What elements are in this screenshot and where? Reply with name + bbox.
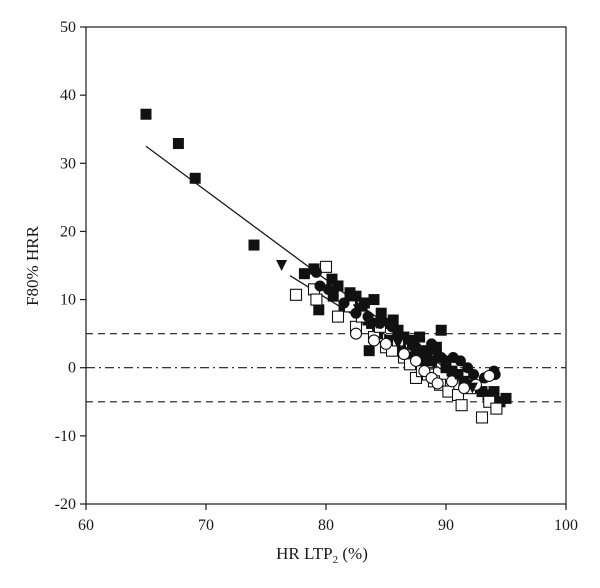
x-tick-label: 60	[78, 517, 94, 534]
data-point-open-square	[455, 399, 468, 412]
y-tick-label: 0	[68, 360, 76, 377]
data-point-filled-circle	[386, 321, 398, 333]
data-point-filled-circle	[314, 280, 326, 292]
data-point-filled-square	[494, 396, 506, 408]
y-tick-label: -20	[55, 496, 76, 513]
data-point-filled-circle	[310, 266, 322, 278]
data-point-filled-circle	[410, 341, 422, 353]
x-axis: 60 70 80 90 100	[78, 504, 578, 534]
x-axis-title-unit: (%)	[338, 544, 368, 563]
data-point-filled-square	[189, 172, 201, 184]
data-point-open-circle	[445, 375, 459, 388]
data-point-filled-square	[392, 324, 404, 336]
data-point-filled-triangle	[326, 290, 338, 302]
data-point-filled-square	[394, 341, 406, 353]
data-point-filled-square	[476, 386, 488, 398]
data-point-filled-square	[140, 108, 152, 120]
data-point-open-circle	[409, 354, 423, 367]
x-tick-label: 80	[318, 517, 334, 534]
y-tick-label: -10	[55, 428, 76, 445]
data-point-filled-square	[326, 273, 338, 285]
y-tick-label: 10	[60, 292, 76, 309]
data-point-open-circle	[483, 369, 496, 382]
data-point-filled-square	[414, 331, 426, 343]
data-point-filled-square	[332, 280, 344, 292]
x-axis-title: HR LTP2 (%)	[276, 544, 368, 566]
data-point-filled-square	[435, 324, 447, 336]
data-point-filled-square	[440, 362, 452, 374]
data-point-filled-triangle	[370, 317, 382, 329]
x-axis-title-subscript: 2	[333, 554, 339, 566]
data-point-filled-square	[172, 138, 184, 150]
data-point-open-square	[490, 402, 503, 415]
data-point-open-square	[289, 288, 303, 301]
data-point-open-square	[319, 260, 333, 273]
data-point-open-circle	[397, 348, 411, 361]
data-point-filled-circle	[468, 369, 480, 381]
y-axis-title: F80% HRR	[23, 225, 42, 305]
y-tick-label: 30	[60, 155, 76, 172]
data-point-filled-square	[458, 375, 470, 387]
data-point-open-circle	[431, 377, 444, 390]
x-tick-label: 100	[554, 517, 578, 534]
data-point-open-square	[331, 310, 345, 323]
data-point-filled-square	[482, 389, 494, 401]
x-tick-label: 70	[198, 517, 214, 534]
y-tick-label: 20	[60, 223, 76, 240]
data-point-filled-square	[366, 317, 378, 329]
data-point-open-circle	[367, 334, 381, 347]
data-points	[140, 108, 512, 424]
data-point-filled-square	[488, 386, 500, 398]
data-point-filled-square	[410, 348, 422, 360]
data-point-open-circle	[457, 382, 471, 395]
data-point-filled-square	[368, 294, 380, 306]
data-point-filled-triangle	[466, 382, 478, 394]
data-point-filled-circle	[454, 355, 466, 367]
y-axis: -20 -10 0 10 20 30 40 50	[55, 19, 86, 513]
data-point-filled-triangle	[450, 369, 462, 381]
data-point-filled-triangle	[352, 304, 364, 316]
data-point-filled-triangle	[392, 338, 404, 350]
data-point-filled-square	[500, 392, 512, 404]
data-point-filled-square	[248, 239, 260, 251]
data-point-filled-square	[350, 290, 362, 302]
data-point-filled-triangle	[422, 351, 434, 363]
data-point-filled-triangle	[428, 358, 440, 370]
x-tick-label: 90	[438, 517, 454, 534]
y-tick-label: 40	[60, 87, 76, 104]
data-point-filled-triangle	[406, 334, 418, 346]
x-axis-title-main: HR LTP	[276, 544, 333, 563]
data-point-filled-square	[344, 287, 356, 299]
data-point-filled-square	[363, 345, 375, 357]
data-point-open-square	[483, 395, 496, 408]
data-point-filled-square	[387, 314, 399, 326]
data-point-filled-circle	[338, 297, 350, 309]
data-point-filled-triangle	[276, 260, 288, 271]
data-point-open-circle	[349, 327, 363, 340]
data-point-filled-square	[313, 304, 325, 316]
data-point-open-square	[475, 411, 489, 424]
data-point-filled-square	[298, 268, 310, 280]
data-point-open-square	[310, 293, 323, 306]
data-point-open-circle	[379, 337, 393, 350]
data-point-filled-square	[375, 307, 387, 319]
data-point-filled-square	[416, 358, 428, 370]
data-point-filled-square	[358, 297, 370, 309]
data-point-filled-circle	[362, 311, 374, 323]
y-tick-label: 50	[60, 19, 76, 36]
